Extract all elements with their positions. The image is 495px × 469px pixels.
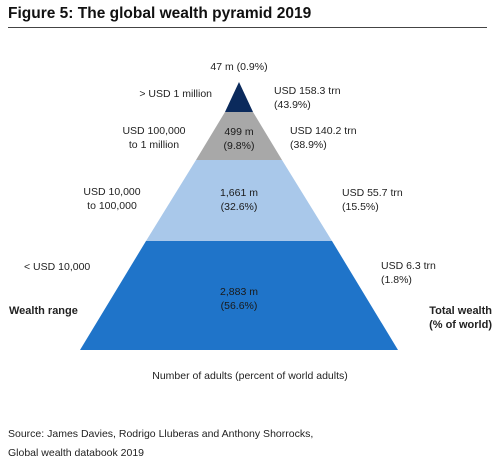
wealth-label-under-10k: USD 6.3 trn (1.8%) bbox=[381, 259, 481, 287]
tier-100k-1m bbox=[196, 112, 282, 160]
wealth-percent: (38.9%) bbox=[290, 139, 327, 151]
range-label-10k-100k: USD 10,000 to 100,000 bbox=[67, 185, 157, 213]
adults-label-under-10k: 2,883 m (56.6%) bbox=[199, 285, 279, 313]
adults-label-100k-1m: 499 m (9.8%) bbox=[199, 125, 279, 153]
wealth-value: USD 158.3 trn bbox=[274, 85, 341, 97]
tier-top-millionaires bbox=[225, 82, 253, 112]
range-label-under-10k: < USD 10,000 bbox=[24, 261, 91, 273]
title-divider bbox=[8, 27, 487, 28]
wealth-percent: (43.9%) bbox=[274, 99, 311, 111]
wealth-label-100k-1m: USD 140.2 trn (38.9%) bbox=[290, 124, 400, 152]
tier-10k-100k bbox=[146, 160, 332, 241]
range-line: USD 100,000 bbox=[122, 125, 186, 137]
wealth-value: USD 55.7 trn bbox=[342, 187, 403, 199]
adults-count: 1,661 m bbox=[220, 187, 258, 199]
range-label-100k-1m: USD 100,000 to 1 million bbox=[104, 124, 204, 152]
x-caption: Number of adults (percent of world adult… bbox=[152, 370, 348, 382]
source-line: Source: James Davies, Rodrigo Lluberas a… bbox=[8, 428, 314, 440]
wealth-value: USD 6.3 trn bbox=[381, 260, 436, 272]
top-tier-adults: 47 m (0.9%) bbox=[210, 61, 268, 73]
adults-label-10k-100k: 1,661 m (32.6%) bbox=[199, 186, 279, 214]
wealth-label-over-1m: USD 158.3 trn (43.9%) bbox=[274, 84, 384, 112]
heading-line: Total wealth bbox=[429, 305, 492, 317]
wealth-value: USD 140.2 trn bbox=[290, 125, 357, 137]
figure-title: Figure 5: The global wealth pyramid 2019 bbox=[8, 5, 312, 22]
adults-percent: (9.8%) bbox=[223, 140, 255, 152]
range-line: to 100,000 bbox=[87, 200, 137, 212]
adults-percent: (32.6%) bbox=[220, 201, 258, 213]
source-note: Source: James Davies, Rodrigo Lluberas a… bbox=[8, 425, 313, 463]
wealth-label-10k-100k: USD 55.7 trn (15.5%) bbox=[342, 186, 452, 214]
tier-under-10k bbox=[80, 241, 398, 350]
wealth-percent: (15.5%) bbox=[342, 201, 379, 213]
heading-line: (% of world) bbox=[429, 319, 492, 331]
adults-count: 499 m bbox=[224, 126, 254, 138]
adults-count: 2,883 m bbox=[220, 286, 258, 298]
total-wealth-heading: Total wealth (% of world) bbox=[400, 304, 492, 332]
range-label-over-1m: > USD 1 million bbox=[139, 88, 212, 100]
wealth-range-heading: Wealth range bbox=[9, 305, 78, 317]
adults-percent: (56.6%) bbox=[220, 300, 258, 312]
range-line: USD 10,000 bbox=[83, 186, 141, 198]
range-line: to 1 million bbox=[128, 139, 180, 151]
source-line: Global wealth databook 2019 bbox=[8, 447, 145, 459]
wealth-percent: (1.8%) bbox=[381, 274, 412, 286]
